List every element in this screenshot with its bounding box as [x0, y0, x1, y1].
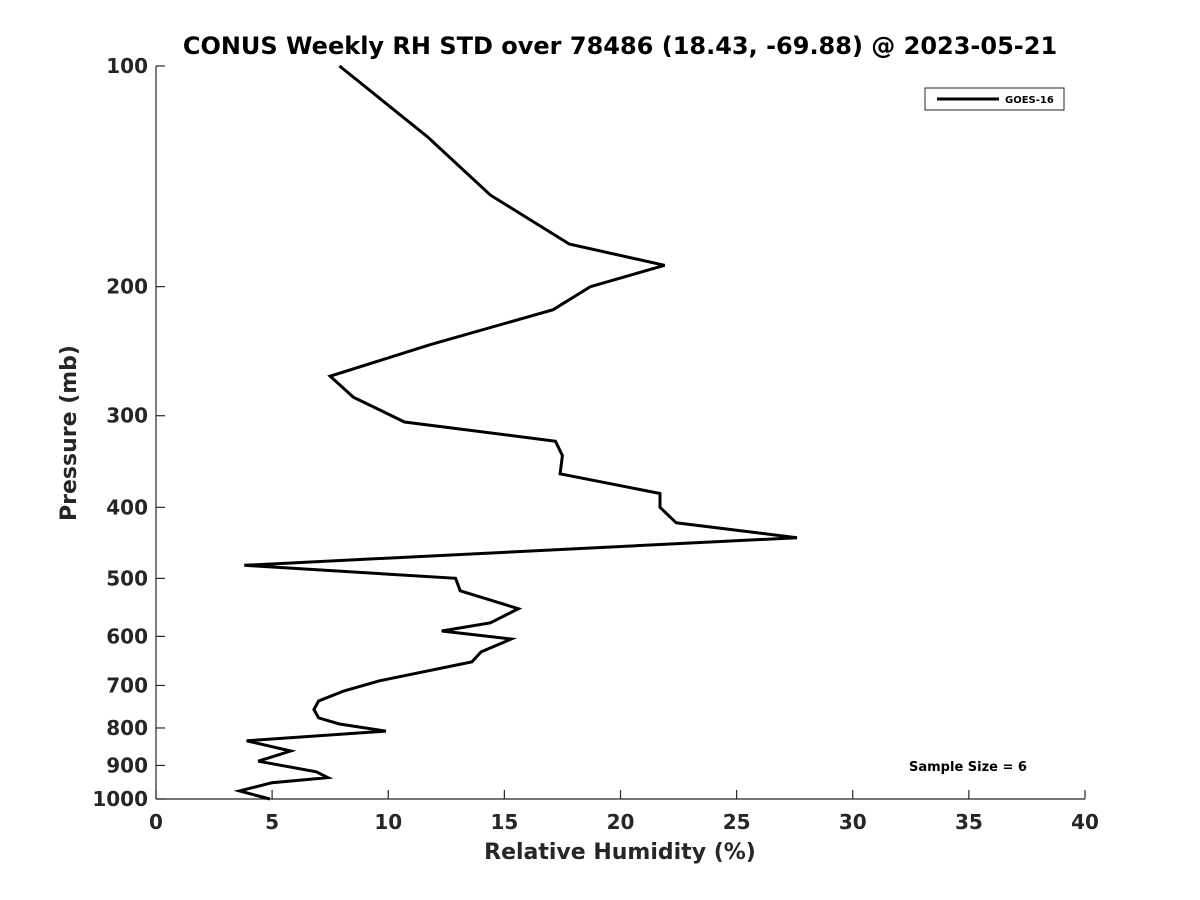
legend-label: GOES-16: [1005, 95, 1054, 106]
x-tick-label: 40: [1071, 810, 1099, 834]
y-axis-label: Pressure (mb): [57, 345, 82, 521]
series-group: [233, 64, 798, 801]
x-tick-label: 30: [839, 810, 867, 834]
x-axis-label: Relative Humidity (%): [484, 840, 756, 865]
x-tick-label: 35: [955, 810, 983, 834]
x-tick-label: 10: [374, 810, 402, 834]
x-tick-label: 0: [149, 810, 163, 834]
y-tick-label: 600: [106, 624, 148, 648]
x-tick-label: 20: [607, 810, 635, 834]
y-tick-label: 400: [106, 495, 148, 519]
y-tick-label: 800: [106, 716, 148, 740]
x-tick-label: 5: [265, 810, 279, 834]
y-tick-label: 1000: [92, 787, 148, 811]
x-tick-label: 15: [490, 810, 518, 834]
y-tick-label: 700: [106, 673, 148, 697]
chart-title: CONUS Weekly RH STD over 78486 (18.43, -…: [183, 32, 1057, 60]
legend: GOES-16: [924, 87, 1065, 111]
plot-axes: 0 5 10 15 20 25 30 35 40 100 200 300 400 500 600 700 800…: [92, 54, 1099, 834]
y-tick-label: 100: [106, 54, 148, 78]
y-tick-label: 900: [106, 753, 148, 777]
sample-size-annotation: Sample Size = 6: [909, 760, 1027, 775]
y-tick-label: 200: [106, 275, 148, 299]
x-tick-label: 25: [723, 810, 751, 834]
series-line-goes-16: [233, 64, 798, 801]
y-tick-label: 300: [106, 404, 148, 428]
y-tick-label: 500: [106, 566, 148, 590]
